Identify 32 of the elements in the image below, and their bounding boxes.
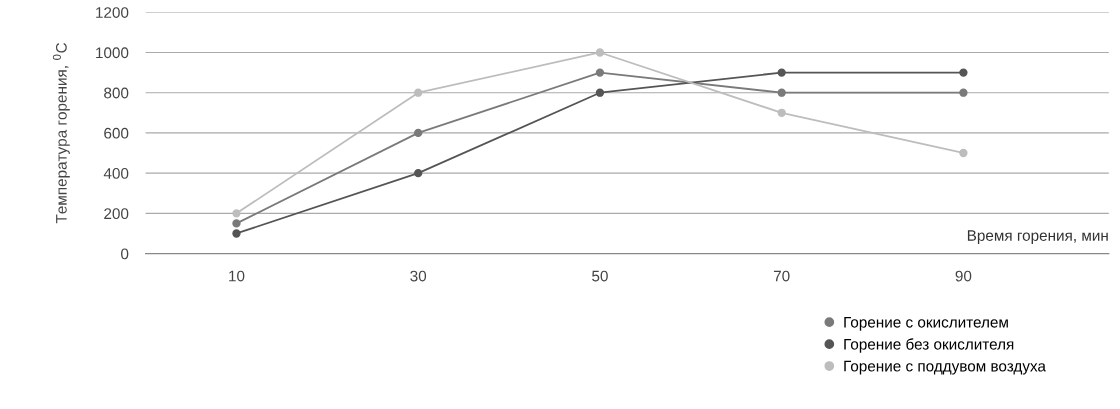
point (777, 68, 786, 77)
y-axis-title: Температура горения, $^{0}$C (52, 42, 70, 224)
point (595, 48, 605, 57)
x-tick-label: 50 (592, 270, 608, 282)
point (414, 88, 423, 97)
y-tick-label: 400 (103, 168, 129, 179)
y-tick-label: 1200 (96, 7, 129, 18)
point (414, 128, 423, 138)
legend-label: Горение с поддувом воздуха (844, 360, 1046, 375)
y-tick-label: 200 (104, 208, 129, 220)
point (959, 88, 968, 97)
x-tick-label: 10 (229, 270, 245, 282)
x-axis-title: Время горения, мин (967, 230, 1108, 244)
legend-label: Горение без окислителя (844, 338, 1014, 353)
x-tick-label: 90 (955, 270, 972, 282)
legend-label: Горение с окислителем (844, 316, 1008, 331)
point (232, 229, 241, 238)
x-tick-label: 30 (410, 270, 427, 282)
point (414, 168, 423, 178)
point (595, 88, 605, 97)
point (777, 108, 786, 117)
y-tick-label: 800 (104, 87, 129, 99)
y-tick-label: 600 (104, 127, 129, 139)
point (232, 219, 241, 228)
x-tick-label: 70 (773, 270, 790, 282)
point (777, 88, 786, 97)
point (595, 68, 605, 77)
y-tick-label: 0 (121, 248, 129, 260)
y-tick-label: 1000 (96, 47, 129, 59)
point (232, 209, 241, 218)
point (959, 68, 968, 77)
point (959, 148, 968, 158)
